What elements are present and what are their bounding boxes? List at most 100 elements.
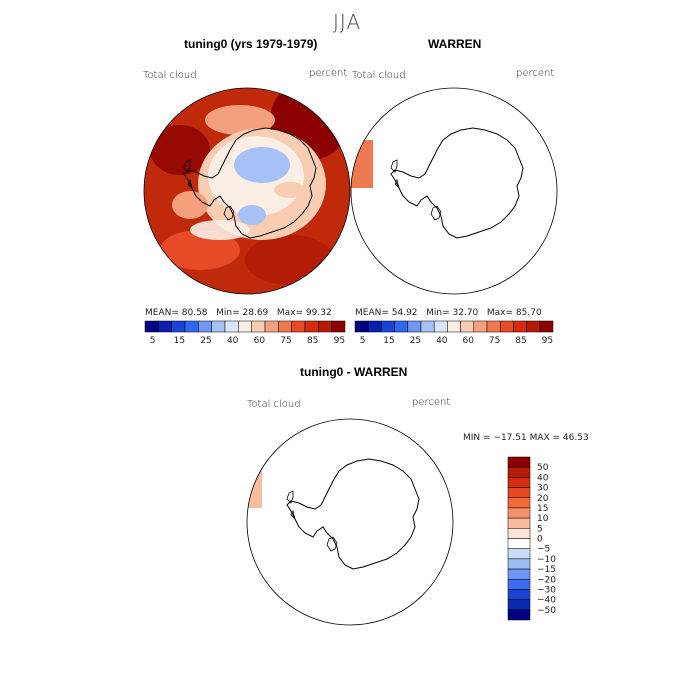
colorbar-tick-label: 75 bbox=[280, 336, 291, 346]
colorbar-cell bbox=[447, 320, 461, 333]
colorbar-cell bbox=[507, 599, 531, 611]
colorbar-cell bbox=[238, 320, 252, 333]
colorbar-cell bbox=[144, 320, 159, 333]
stats-obs: MEAN= 54.92 Min= 32.70 Max= 85.70 bbox=[355, 308, 542, 318]
colorbar-tick-label: 5 bbox=[360, 336, 366, 346]
mean-label: MEAN= bbox=[145, 308, 179, 318]
colorbar-cell bbox=[507, 548, 531, 560]
colorbar-tick-label: −40 bbox=[537, 596, 556, 606]
colorbar-tick-label: 60 bbox=[254, 336, 266, 346]
colorbar-tick-label: 0 bbox=[537, 535, 543, 545]
colorbar-cell bbox=[507, 538, 531, 549]
figure-title: JJA bbox=[333, 10, 362, 34]
colorbar-cell bbox=[507, 517, 531, 529]
max-label: Max= bbox=[486, 308, 514, 318]
colorbar-cell bbox=[507, 579, 531, 590]
colorbar-tick-label: 40 bbox=[227, 336, 239, 346]
colorbar-tick-label: 95 bbox=[542, 336, 553, 346]
colorbar-cell bbox=[473, 320, 488, 333]
min-label: Min= bbox=[216, 308, 240, 318]
colorbar-model: 5 15 25 40 60 75 85 95 bbox=[144, 320, 346, 346]
colorbar-tick-label: 25 bbox=[410, 336, 421, 346]
max-value: 85.70 bbox=[515, 308, 542, 318]
colorbar-cell bbox=[507, 589, 531, 600]
colorbar-cell bbox=[264, 320, 279, 333]
colorbar-cell bbox=[158, 320, 172, 333]
colorbar-cell bbox=[171, 320, 186, 333]
colorbar-cell bbox=[251, 320, 266, 333]
colorbar-tick-label: 95 bbox=[334, 336, 345, 346]
colorbar-cell bbox=[367, 320, 382, 333]
colorbar-tick-label: −5 bbox=[537, 545, 550, 555]
colorbar-tick-label: 40 bbox=[436, 336, 448, 346]
colorbar-tick-label: 15 bbox=[537, 504, 548, 514]
colorbar-cell bbox=[499, 320, 514, 333]
colorbar-tick-label: −50 bbox=[537, 606, 556, 616]
mean-value: 80.58 bbox=[181, 308, 208, 318]
colorbar-tick-label: 85 bbox=[307, 336, 318, 346]
colorbar-cell bbox=[198, 320, 212, 333]
colorbar-cell bbox=[318, 320, 332, 333]
colorbar-tick-label: 25 bbox=[200, 336, 211, 346]
colorbar-cell bbox=[507, 558, 531, 570]
colorbar-tick-label: 50 bbox=[537, 463, 549, 473]
panel-title-model: tuning0 (yrs 1979-1979) bbox=[184, 37, 318, 51]
panel-title-diff: tuning0 - WARREN bbox=[300, 365, 408, 379]
colorbar-cell bbox=[507, 477, 531, 488]
colorbar-tick-label: −15 bbox=[537, 565, 556, 575]
colorbar-cell bbox=[507, 487, 531, 498]
colorbar-tick-label: 20 bbox=[537, 494, 549, 504]
stats-diff: MIN = −17.51 MAX = 46.53 bbox=[463, 433, 589, 443]
map-diff bbox=[247, 458, 420, 570]
variable-label-obs: Total cloud bbox=[352, 70, 406, 81]
colorbar-cell bbox=[507, 568, 531, 580]
colorbar-tick-label: 5 bbox=[150, 336, 156, 346]
colorbar-cell bbox=[394, 320, 409, 333]
colorbar-tick-label: 30 bbox=[537, 484, 549, 494]
colorbar-cell bbox=[507, 497, 531, 509]
colorbar-tick-label: 5 bbox=[537, 524, 543, 534]
colorbar-cell bbox=[507, 528, 531, 539]
map-obs bbox=[351, 127, 524, 239]
colorbar-cell bbox=[513, 320, 527, 333]
colorbar-obs: 5 15 25 40 60 75 85 95 bbox=[354, 320, 554, 346]
units-label-model: percent bbox=[309, 68, 348, 79]
mean-label: MEAN= bbox=[355, 308, 389, 318]
colorbar-cell bbox=[407, 320, 422, 333]
colorbar-cell bbox=[354, 320, 369, 333]
units-label-obs: percent bbox=[516, 68, 555, 79]
stats-model: MEAN= 80.58 Min= 28.69 Max= 99.32 bbox=[145, 308, 332, 318]
colorbar-tick-label: 60 bbox=[462, 336, 474, 346]
panel-title-obs: WARREN bbox=[428, 37, 482, 51]
colorbar-cell bbox=[507, 456, 531, 468]
min-value: 32.70 bbox=[452, 308, 479, 318]
variable-label-model: Total cloud bbox=[143, 70, 197, 81]
colorbar-cell bbox=[331, 320, 346, 333]
colorbar-tick-label: 10 bbox=[537, 514, 549, 524]
max-label: Max= bbox=[276, 308, 304, 318]
variable-label-diff: Total cloud bbox=[247, 399, 301, 410]
colorbar-tick-label: 75 bbox=[489, 336, 500, 346]
colorbar-tick-label: −30 bbox=[537, 585, 556, 595]
min-value: 28.69 bbox=[242, 308, 269, 318]
map-model bbox=[144, 88, 350, 294]
colorbar-cell bbox=[211, 320, 226, 333]
colorbar-tick-label: −10 bbox=[537, 555, 556, 565]
colorbar-cell bbox=[184, 320, 199, 333]
colorbar-cell bbox=[433, 320, 448, 333]
max-value: 99.32 bbox=[305, 308, 332, 318]
colorbar-cell bbox=[539, 320, 554, 333]
colorbar-tick-label: 85 bbox=[515, 336, 526, 346]
colorbar-cell bbox=[507, 609, 531, 621]
colorbar-tick-label: −20 bbox=[537, 575, 556, 585]
colorbar-cell bbox=[507, 507, 531, 519]
colorbar-cell bbox=[420, 320, 435, 333]
colorbar-cell bbox=[224, 320, 239, 333]
colorbar-cell bbox=[460, 320, 475, 333]
colorbar-cell bbox=[507, 466, 531, 478]
mean-value: 54.92 bbox=[391, 308, 418, 318]
colorbar-cell bbox=[486, 320, 501, 333]
colorbar-cell bbox=[278, 320, 292, 333]
